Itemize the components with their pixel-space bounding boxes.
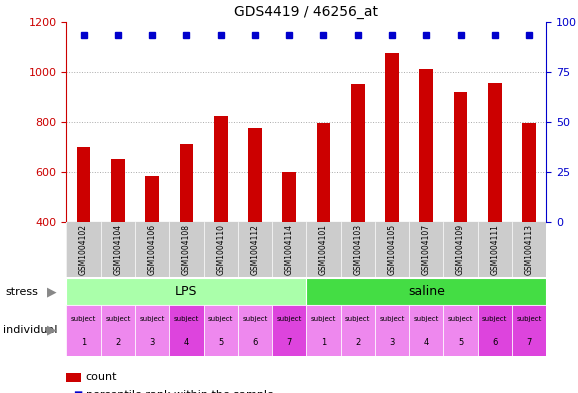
Bar [169,305,203,356]
Bar [351,84,365,222]
Text: 6: 6 [492,338,498,347]
Bar [523,123,536,222]
Text: LPS: LPS [175,285,198,298]
Bar [317,123,330,222]
Text: percentile rank within the sample: percentile rank within the sample [86,390,273,393]
Text: subject: subject [482,316,507,322]
Text: stress: stress [6,286,39,297]
Text: 7: 7 [287,338,292,347]
Bar [248,128,262,222]
Bar [66,278,306,305]
Text: 3: 3 [150,338,155,347]
Bar [203,305,238,356]
Text: GSM1004103: GSM1004103 [353,224,362,275]
Bar [272,305,306,356]
Text: GSM1004112: GSM1004112 [250,224,260,275]
Bar [238,305,272,356]
Text: GSM1004104: GSM1004104 [113,224,123,275]
Text: GSM1004101: GSM1004101 [319,224,328,275]
Text: GSM1004105: GSM1004105 [387,224,397,275]
Text: GSM1004102: GSM1004102 [79,224,88,275]
Text: 1: 1 [321,338,326,347]
Text: GSM1004111: GSM1004111 [490,224,499,275]
Text: subject: subject [242,316,268,322]
Text: 5: 5 [458,338,463,347]
Text: 5: 5 [218,338,223,347]
Text: subject: subject [379,316,405,322]
Bar [145,176,159,222]
Text: GSM1004114: GSM1004114 [285,224,294,275]
Bar [477,305,512,356]
Bar [180,144,193,222]
Text: ▶: ▶ [47,323,57,337]
Text: GSM1004109: GSM1004109 [456,224,465,275]
Text: 3: 3 [390,338,395,347]
Text: saline: saline [408,285,444,298]
Bar [214,116,228,222]
Bar [101,305,135,356]
Bar [135,305,169,356]
Bar [443,305,477,356]
Text: 4: 4 [424,338,429,347]
Text: ■: ■ [73,390,83,393]
Text: 6: 6 [252,338,258,347]
Text: ▶: ▶ [47,285,57,298]
Text: subject: subject [311,316,336,322]
Bar [111,160,125,222]
Bar [306,305,340,356]
Bar [512,305,546,356]
Text: subject: subject [345,316,370,322]
Text: individual: individual [3,325,57,335]
Bar [385,53,399,222]
Text: count: count [86,372,117,382]
Text: 2: 2 [115,338,120,347]
Text: subject: subject [276,316,302,322]
Bar [306,278,546,305]
Text: subject: subject [139,316,165,322]
Bar [340,305,375,356]
Text: GSM1004113: GSM1004113 [525,224,533,275]
Text: GSM1004106: GSM1004106 [147,224,157,275]
Title: GDS4419 / 46256_at: GDS4419 / 46256_at [234,5,379,19]
Text: GSM1004108: GSM1004108 [182,224,191,275]
Bar [409,305,443,356]
Text: subject: subject [414,316,439,322]
Text: subject: subject [174,316,199,322]
Bar [375,305,409,356]
Text: GSM1004110: GSM1004110 [216,224,225,275]
Text: subject: subject [516,316,542,322]
Text: subject: subject [71,316,97,322]
Bar [488,83,502,222]
Text: 1: 1 [81,338,86,347]
Text: 2: 2 [355,338,360,347]
Bar [454,92,468,222]
Text: subject: subject [208,316,234,322]
Text: subject: subject [448,316,473,322]
Bar [420,69,433,222]
Bar [66,305,101,356]
Text: GSM1004107: GSM1004107 [422,224,431,275]
Text: 7: 7 [527,338,532,347]
Bar [77,147,91,222]
Text: 4: 4 [184,338,189,347]
Text: subject: subject [105,316,131,322]
Bar [282,172,296,222]
